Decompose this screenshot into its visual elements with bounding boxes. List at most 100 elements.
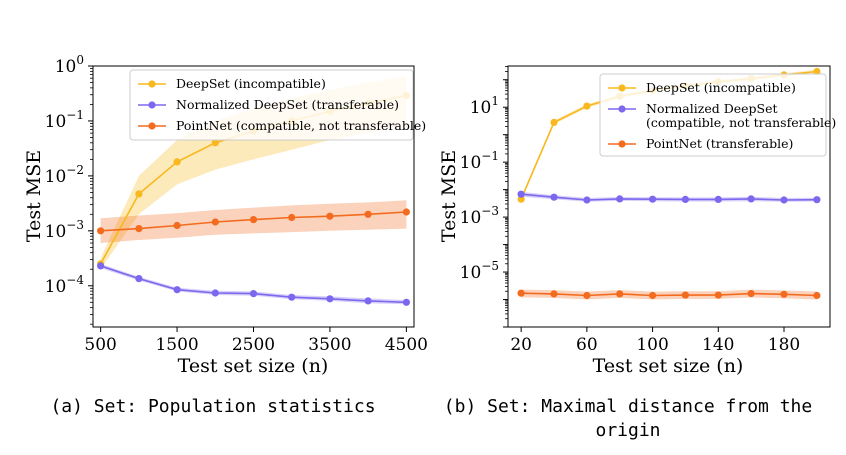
data-point-series-2-6 (714, 291, 722, 299)
legend-box (129, 69, 414, 141)
data-point-series-1-2 (583, 196, 591, 204)
panel-a-y-axis-label: Test MSE (23, 150, 45, 242)
data-point-series-1-5 (288, 293, 296, 301)
data-point-series-1-6 (714, 195, 722, 203)
x-tick-label: 4500 (385, 335, 428, 355)
data-point-series-1-9 (813, 196, 821, 204)
x-tick-label: 100 (636, 335, 668, 355)
data-point-series-1-7 (747, 195, 755, 203)
data-point-series-0-2 (173, 158, 181, 166)
panel-b-x-ticks: 20 60 100 140 180 (510, 327, 800, 355)
data-point-series-0-3 (211, 139, 219, 147)
data-point-series-2-1 (550, 290, 558, 298)
series-line-2 (521, 292, 817, 297)
data-point-series-1-3 (211, 289, 219, 297)
data-point-series-1-7 (364, 297, 372, 305)
data-point-series-2-4 (649, 291, 657, 300)
panel-a-caption: (a) Set: Population statistics (50, 396, 375, 417)
legend-label-1: (compatible, not transferable) (646, 115, 836, 130)
data-point-series-2-8 (780, 290, 788, 298)
data-point-series-2-1 (135, 225, 143, 233)
data-point-series-2-2 (583, 291, 591, 300)
data-point-series-2-2 (173, 221, 181, 230)
x-tick-label: 500 (84, 335, 116, 355)
data-point-series-2-0 (97, 227, 105, 235)
legend-label-2: PointNet (compatible, not transferable) (176, 118, 426, 133)
y-tick-label: 10−3 (45, 218, 84, 242)
panel-a-legend: DeepSet (incompatible) Normalized DeepSet… (129, 69, 426, 141)
legend-marker-2 (618, 140, 626, 148)
data-point-series-1-0 (97, 262, 105, 270)
error-band-series-0 (521, 69, 817, 202)
panel-b-caption-line-1: (b) Set: Maximal distance from the (444, 396, 812, 417)
data-point-series-1-0 (517, 190, 525, 198)
legend-marker-1 (618, 105, 626, 113)
data-point-series-1-3 (616, 195, 624, 203)
data-point-series-2-3 (616, 290, 624, 298)
legend-label-1: Normalized DeepSet (646, 101, 778, 116)
panel-b-axes-frame (507, 65, 831, 328)
data-point-series-1-6 (326, 295, 334, 303)
x-tick-label: 20 (510, 335, 532, 355)
x-tick-label: 2500 (232, 335, 275, 355)
data-point-series-1-2 (173, 286, 181, 294)
x-tick-label: 1500 (155, 335, 198, 355)
data-point-series-1-4 (649, 195, 657, 203)
data-point-series-2-7 (364, 210, 372, 218)
panel-a-y-ticks: 10−4 10−3 10−2 10−1 100 (45, 53, 93, 325)
panel-b-x-axis-label: Test set size (n) (593, 355, 744, 377)
data-point-series-2-6 (326, 212, 334, 220)
x-tick-label: 140 (702, 335, 734, 355)
y-tick-label: 10−5 (460, 259, 499, 283)
panel-b-y-axis-label: Test MSE (438, 150, 460, 242)
data-point-series-0-2 (583, 102, 591, 110)
data-point-series-2-7 (747, 290, 755, 298)
data-point-series-2-9 (813, 291, 821, 300)
data-point-series-2-4 (249, 216, 258, 224)
y-tick-label: 101 (470, 94, 499, 118)
data-point-series-0-0 (517, 195, 525, 203)
legend-label-1: Normalized DeepSet (transferable) (176, 97, 399, 112)
legend-marker-0 (148, 80, 156, 88)
data-point-series-1-8 (780, 196, 788, 204)
panel-a-x-ticks: 500 1500 2500 3500 4500 (84, 327, 428, 355)
y-tick-label: 10−1 (460, 149, 499, 173)
panel-b: 20 60 100 140 180 10−5 10−3 10−1 101 Test set s… (438, 65, 836, 441)
data-point-series-1-1 (135, 275, 143, 283)
data-point-series-1-4 (249, 290, 258, 298)
panel-b-caption-line-2: origin (595, 420, 660, 441)
y-tick-label: 10−1 (45, 108, 84, 132)
legend-marker-2 (148, 122, 156, 130)
x-tick-label: 3500 (308, 335, 351, 355)
panel-b-legend: DeepSet (incompatible) Normalized DeepSet… (599, 73, 836, 157)
legend-marker-1 (148, 101, 156, 109)
panel-b-y-ticks: 10−5 10−3 10−1 101 (460, 66, 508, 328)
data-point-series-2-0 (517, 289, 525, 297)
data-point-series-2-8 (402, 208, 410, 216)
data-point-series-2-3 (211, 218, 219, 226)
y-tick-label: 10−3 (460, 204, 499, 228)
panel-a: 500 1500 2500 3500 4500 10−410−310−210−1100 … (23, 53, 428, 417)
y-tick-label: 10−2 (45, 163, 84, 187)
data-point-series-2-5 (288, 213, 296, 222)
data-point-series-0-1 (550, 118, 558, 126)
legend-label-0: DeepSet (incompatible) (646, 80, 796, 95)
data-point-series-1-1 (550, 193, 558, 201)
data-point-series-0-1 (135, 190, 143, 198)
x-tick-label: 60 (576, 335, 598, 355)
legend-label-2: PointNet (transferable) (646, 136, 793, 151)
series-line-1 (521, 193, 817, 201)
y-tick-label: 100 (55, 53, 84, 77)
data-point-series-1-5 (681, 195, 690, 203)
data-point-series-0-9 (813, 67, 821, 76)
data-point-series-1-8 (402, 298, 410, 306)
legend-box (599, 73, 827, 157)
y-tick-label: 10−4 (45, 273, 85, 297)
legend-marker-0 (618, 84, 626, 92)
data-point-series-2-5 (681, 291, 690, 299)
x-tick-label: 180 (768, 335, 800, 355)
panel-a-x-axis-label: Test set size (n) (178, 355, 329, 377)
legend-label-0: DeepSet (incompatible) (176, 76, 326, 91)
error-band-series-1 (100, 263, 407, 305)
